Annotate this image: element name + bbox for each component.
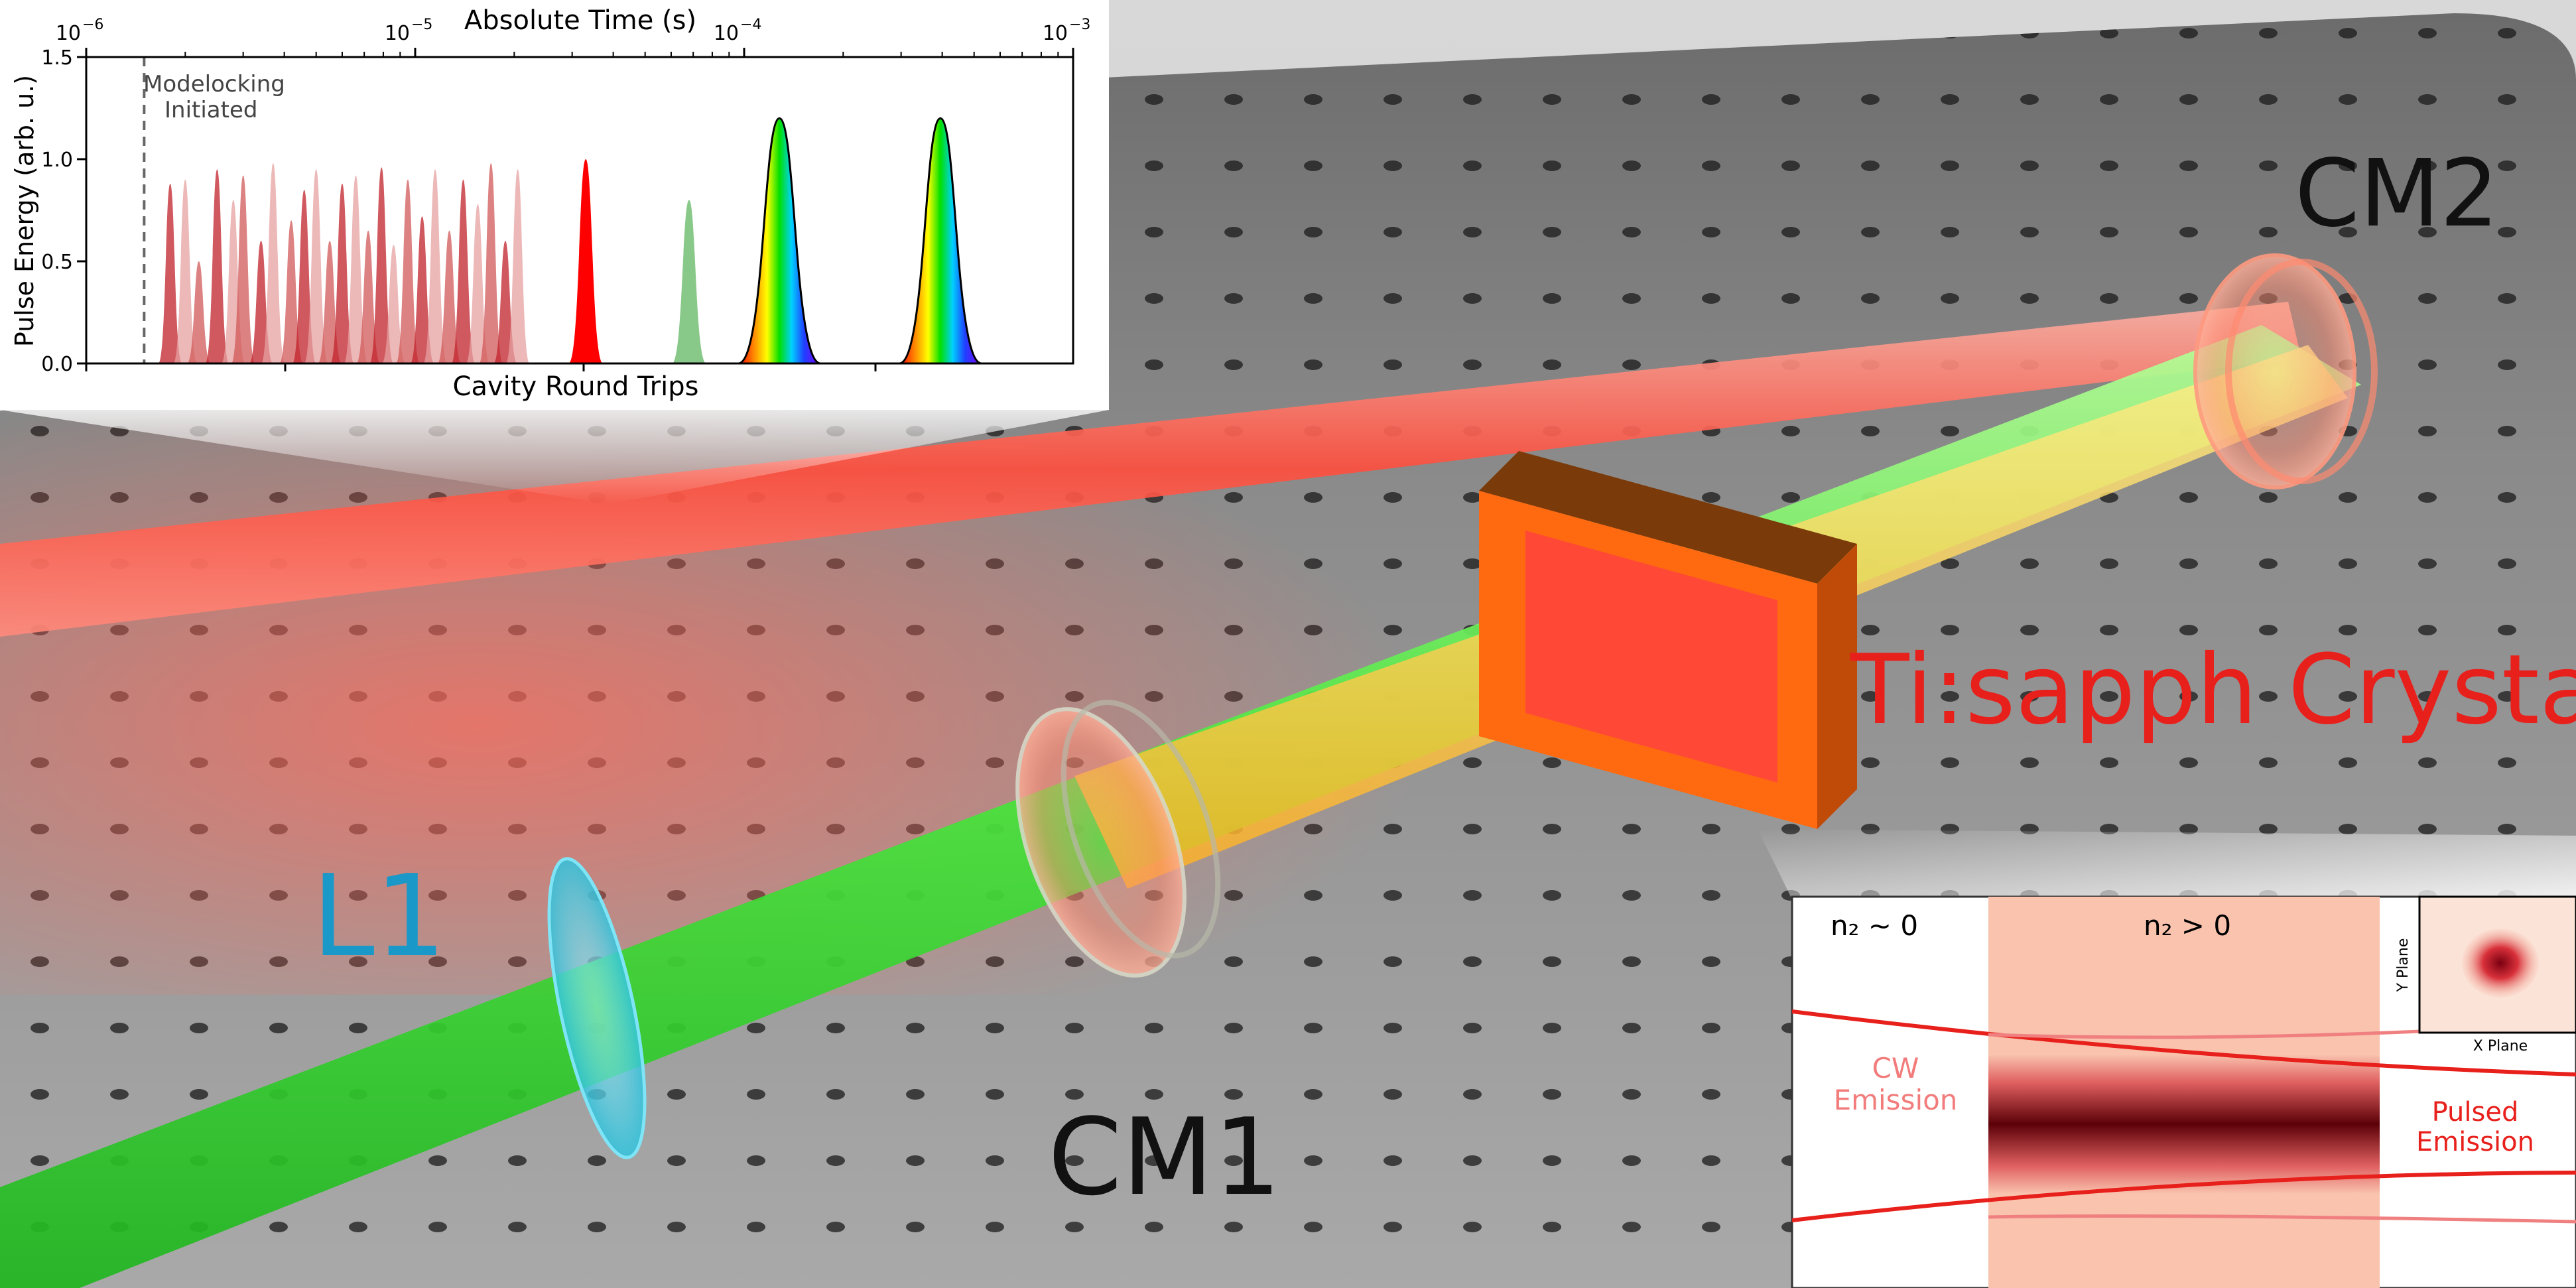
l1-lens [547, 857, 647, 1159]
top-tick-label: 10 [56, 22, 81, 45]
highlighted-pulse [671, 200, 706, 363]
noise-pulse [186, 261, 211, 363]
pulsed-emission-line2: Emission [2416, 1127, 2534, 1157]
bottom-inset: n₂ ~ 0 n₂ > 0 CW Emission Pulsed Emissio… [1791, 895, 2576, 1288]
noise-pulse [423, 169, 448, 363]
noise-pulse [344, 175, 368, 363]
noise-pulse [505, 169, 530, 363]
crystal [1479, 451, 1857, 829]
cm1-label: CM1 [1048, 1095, 1281, 1219]
highlighted-pulse [899, 117, 982, 365]
region-left-label: n₂ ~ 0 [1831, 909, 1918, 942]
plot-frame [85, 56, 1074, 365]
highlighted-pulse [738, 117, 821, 365]
pulsed-beam-envelope-upper [1791, 1009, 2576, 1076]
top-axis-label: Absolute Time (s) [464, 5, 696, 36]
cw-beam-envelope-upper [1988, 1029, 2421, 1039]
x-plane-label: X Plane [2473, 1038, 2528, 1055]
pulsed-emission-line1: Pulsed [2432, 1097, 2519, 1127]
cm1-mirror [1015, 699, 1221, 978]
top-tick-exponent: −6 [82, 17, 103, 33]
cm2-mirror [2193, 253, 2378, 489]
noise-pulse [261, 163, 285, 363]
y-plane-label: Y Plane [2395, 938, 2412, 993]
highlighted-pulse [568, 159, 604, 363]
y-tick-label: 0.5 [41, 251, 73, 274]
top-tick-label: 10 [385, 22, 410, 45]
modelocking-annotation-line1: Modelocking [143, 71, 285, 97]
noise-pulse [381, 245, 406, 363]
y-axis-label: Pulse Energy (arb. u.) [10, 75, 39, 347]
cm2-label: CM2 [2295, 140, 2499, 248]
noise-pulse [205, 169, 229, 363]
top-tick-label: 10 [714, 22, 739, 45]
top-tick-exponent: −5 [411, 17, 432, 33]
top-inset-callout [0, 410, 1109, 504]
top-tick-exponent: −3 [1069, 17, 1090, 33]
cw-beam-envelope-lower [1988, 1214, 2576, 1224]
noise-pulse [437, 230, 462, 363]
y-tick-label: 1.5 [41, 46, 73, 70]
crystal-label: Ti:sapph Crystal [1850, 634, 2576, 746]
top-tick-label: 10 [1043, 22, 1068, 45]
l1-label: L1 [312, 851, 446, 982]
noise-pulse [466, 204, 490, 363]
noise-pulse [158, 183, 182, 363]
beam-spot [2462, 929, 2539, 998]
noise-pulse [231, 175, 255, 363]
bottom-axis-label: Cavity Round Trips [453, 371, 699, 402]
beam-profile [1988, 1055, 2380, 1194]
noise-pulse [369, 167, 394, 363]
noise-pulse [451, 179, 476, 363]
y-tick-label: 1.0 [41, 149, 73, 172]
noise-pulse [173, 179, 198, 363]
y-tick-label: 0.0 [41, 353, 73, 376]
noise-pulse [304, 169, 328, 363]
top-tick-exponent: −4 [740, 17, 761, 33]
pulsed-beam-envelope-lower [1791, 1171, 2576, 1222]
noise-pulse [395, 179, 420, 363]
y-axis-ticks: 0.0 0.5 1.0 1.5 [41, 46, 877, 376]
plot-area [158, 117, 982, 365]
bottom-inset-callout [1758, 829, 2576, 897]
region-right-label: n₂ > 0 [2144, 909, 2231, 942]
noise-pulse [279, 220, 304, 363]
modelocking-annotation-line2: Initiated [164, 97, 257, 123]
noise-pulse [330, 183, 354, 363]
laser-beam [0, 302, 2301, 637]
top-inset: Absolute Time (s) 10 −6 10 −5 10 −4 10 −3 0.00.… [0, 0, 1109, 410]
cw-emission-line2: Emission [1834, 1084, 1958, 1116]
cw-emission-line1: CW [1872, 1052, 1919, 1084]
noise-pulse [479, 163, 503, 363]
